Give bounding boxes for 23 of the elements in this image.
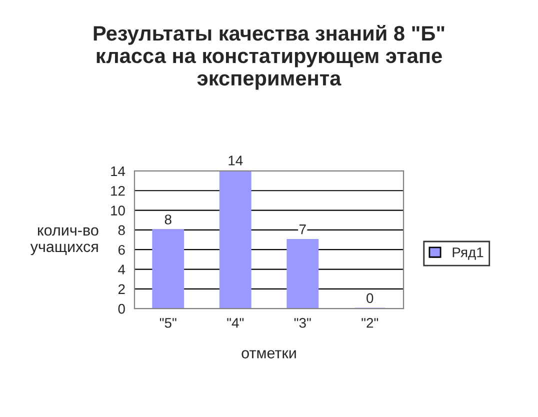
x-tick-label: "3": [294, 318, 311, 328]
data-label: 7: [299, 224, 306, 234]
y-tick-label: 8: [118, 225, 125, 236]
x-tick-label: "2": [362, 318, 378, 328]
y-tick-label: 14: [111, 166, 126, 176]
data-label: 0: [366, 293, 374, 304]
y-tick-label: 2: [118, 284, 125, 294]
data-label: 8: [164, 214, 172, 224]
x-tick-label: "5": [160, 318, 176, 328]
data-label: 14: [228, 156, 243, 166]
y-tick-label: 10: [111, 206, 125, 216]
bar: [219, 170, 252, 309]
chart-title: Результаты качества знаний 8 "Б" класса на констатирующем этапе эксперимента: [94, 25, 444, 90]
legend-label: Ряд1: [452, 248, 484, 260]
y-tick-label: 4: [118, 264, 126, 274]
bar: [152, 229, 184, 309]
x-tick-label: "4": [227, 318, 244, 328]
bar: [286, 238, 319, 309]
y-tick-label: 12: [111, 186, 125, 196]
y-tick-label: 6: [118, 244, 125, 255]
y-axis-title: колич-во учащихся: [30, 227, 98, 256]
x-axis-title: отметки: [242, 350, 296, 358]
y-tick-label: 0: [118, 304, 125, 314]
